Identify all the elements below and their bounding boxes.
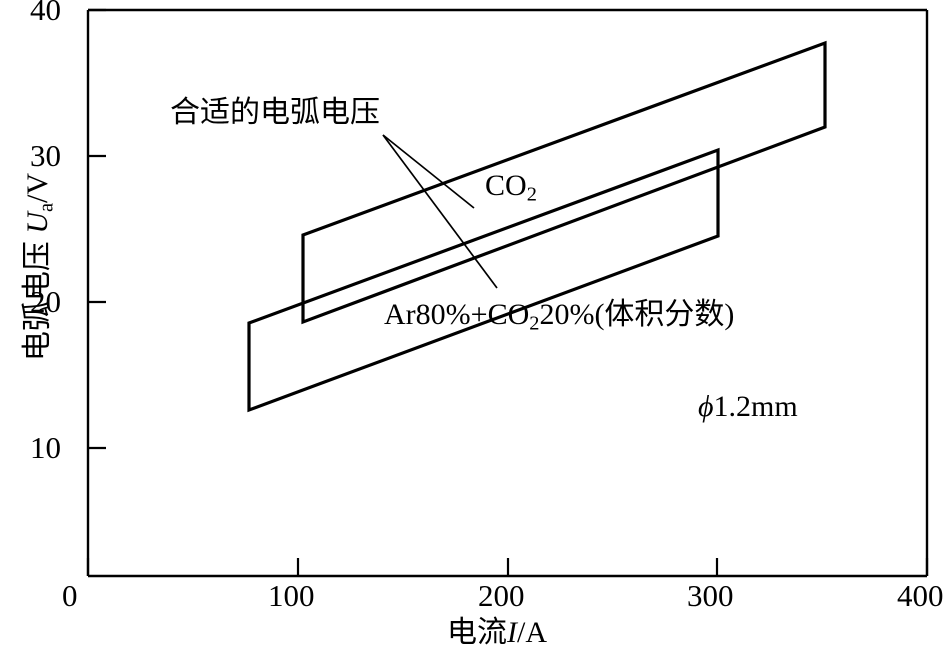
x-axis-title-cjk: 电流	[447, 615, 507, 650]
annotation-co2-label: CO2	[485, 171, 537, 205]
annotation-ar-co2-label: Ar80%+CO220%(体积分数)	[384, 300, 734, 334]
ar-co2-suffix: 20%(体积分数)	[539, 298, 735, 331]
x-tick-label-200: 200	[478, 578, 525, 613]
y-tick-label-0: 0	[62, 578, 78, 613]
x-tick-label-300: 300	[687, 578, 734, 613]
x-axis-title-var: I	[507, 616, 517, 649]
y-axis-title-unit: /V	[20, 172, 54, 203]
y-tick-label-40: 40	[30, 0, 61, 27]
region-ar-co2	[247, 147, 720, 413]
y-axis-title: 电弧电压 Ua/V	[19, 77, 58, 457]
y-tick-label-30: 30	[30, 138, 61, 173]
ar-co2-prefix: Ar80%+CO	[384, 298, 530, 331]
y-axis-title-cjk: 电弧电压	[19, 241, 55, 362]
co2-prefix: CO	[485, 169, 527, 202]
wire-size-text: 1.2mm	[713, 390, 798, 423]
y-tick-label-10: 10	[30, 430, 61, 465]
x-axis-title: 电流I/A	[447, 618, 547, 648]
x-tick-label-400: 400	[897, 578, 944, 613]
annotation-wire-diameter: ϕ1.2mm	[698, 392, 798, 422]
x-tick-marks	[86, 558, 929, 576]
annotation-leader-lines	[382, 134, 498, 289]
x-tick-label-100: 100	[268, 578, 315, 613]
y-tick-label-20: 20	[30, 284, 61, 319]
ar-co2-subscript: 2	[529, 312, 540, 335]
x-axis-title-unit: /A	[517, 616, 547, 649]
y-axis-title-var: U	[20, 212, 54, 234]
co2-subscript: 2	[526, 183, 537, 206]
phi-symbol: ϕ	[698, 390, 714, 423]
region-co2	[301, 40, 827, 325]
y-axis-title-sub: a	[35, 202, 58, 213]
annotation-suitable-arc-voltage: 合适的电弧电压	[170, 95, 380, 130]
y-tick-marks	[88, 8, 106, 450]
